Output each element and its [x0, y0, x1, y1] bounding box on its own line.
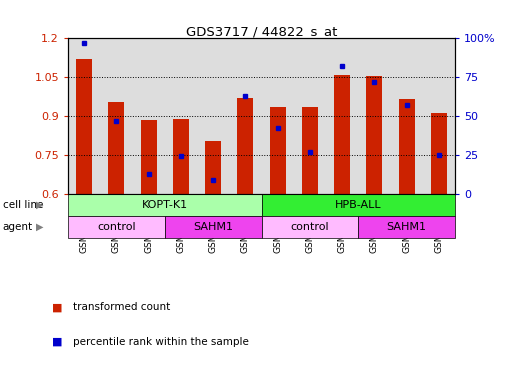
- Bar: [302, 107, 318, 194]
- Bar: [366, 76, 382, 194]
- Text: GDS3717 / 44822_s_at: GDS3717 / 44822_s_at: [186, 25, 337, 38]
- Bar: [358, 216, 455, 238]
- Bar: [76, 59, 92, 194]
- Text: SAHM1: SAHM1: [193, 222, 233, 232]
- Bar: [269, 107, 286, 194]
- Bar: [431, 113, 447, 194]
- Bar: [173, 119, 189, 194]
- Text: control: control: [291, 222, 329, 232]
- Text: KOPT-K1: KOPT-K1: [142, 200, 188, 210]
- Bar: [108, 102, 124, 194]
- Bar: [262, 194, 455, 216]
- Bar: [237, 98, 254, 194]
- Text: ▶: ▶: [36, 200, 43, 210]
- Text: SAHM1: SAHM1: [386, 222, 427, 232]
- Bar: [165, 216, 262, 238]
- Text: agent: agent: [3, 222, 33, 232]
- Text: HPB-ALL: HPB-ALL: [335, 200, 382, 210]
- Text: ■: ■: [52, 337, 63, 347]
- Bar: [334, 74, 350, 194]
- Bar: [205, 141, 221, 194]
- Bar: [68, 194, 262, 216]
- Bar: [68, 216, 165, 238]
- Bar: [262, 216, 358, 238]
- Text: transformed count: transformed count: [73, 302, 170, 312]
- Text: ▶: ▶: [36, 222, 43, 232]
- Text: control: control: [97, 222, 135, 232]
- Bar: [399, 99, 415, 194]
- Text: cell line: cell line: [3, 200, 43, 210]
- Text: ■: ■: [52, 302, 63, 312]
- Bar: [141, 120, 157, 194]
- Text: percentile rank within the sample: percentile rank within the sample: [73, 337, 249, 347]
